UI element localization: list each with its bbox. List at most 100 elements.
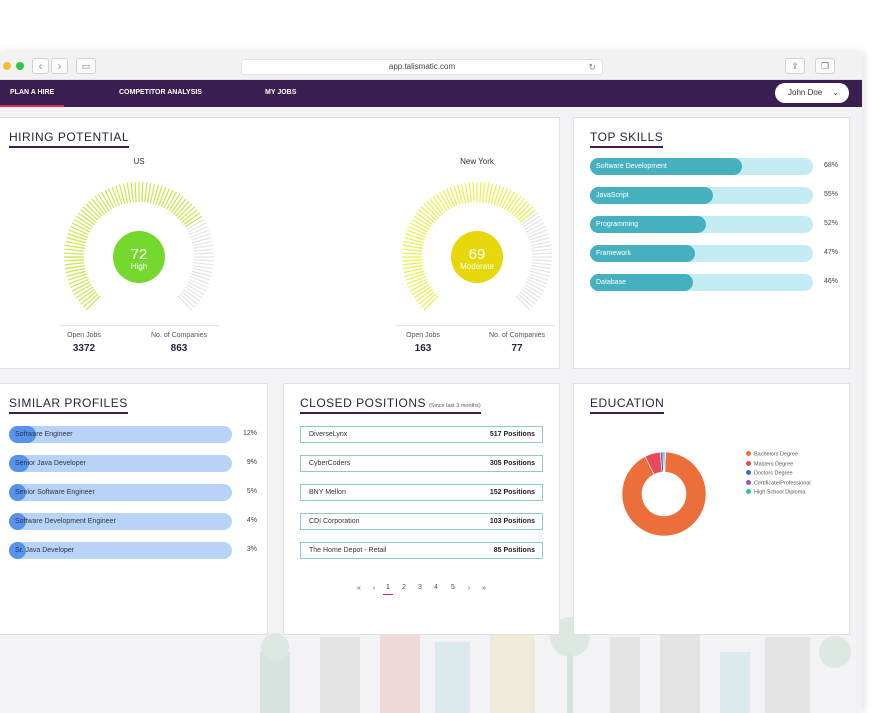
gauge-tick xyxy=(402,262,423,266)
browser-window: ‹ › ▭ app.talismatic.com ↻ ⇪ ❐ PLAN A HI… xyxy=(0,52,862,713)
page-first-button[interactable]: « xyxy=(357,585,361,592)
page-prev-button[interactable]: ‹ xyxy=(372,585,376,592)
page-4-button[interactable]: 4 xyxy=(434,584,438,591)
gauge-tick xyxy=(80,209,97,223)
gauge-tick xyxy=(65,267,86,274)
page-5-button[interactable]: 5 xyxy=(451,584,455,591)
position-count: 305 Positions xyxy=(489,460,535,467)
position-row[interactable]: The Home Depot - Retail 85 Positions xyxy=(300,542,543,559)
gauge-score: 69 xyxy=(469,246,486,263)
bar-label: Senior Software Engineer xyxy=(15,489,95,496)
gauge-tick xyxy=(85,295,101,311)
bar-track: Software Development xyxy=(590,158,813,175)
share-icon[interactable]: ⇪ xyxy=(785,58,805,74)
maximize-window-button[interactable] xyxy=(16,62,24,70)
gauge-tick xyxy=(479,182,482,203)
page-1-button[interactable]: 1 xyxy=(383,584,393,595)
gauge-tick xyxy=(80,291,97,305)
position-count: 517 Positions xyxy=(489,431,535,438)
gauge-tick xyxy=(71,222,91,233)
gauge-tick xyxy=(528,276,548,285)
bar-fill xyxy=(9,484,26,501)
gauge-tick xyxy=(411,218,430,231)
gauge-tick xyxy=(408,225,427,236)
gauge-tick xyxy=(531,252,552,255)
position-row[interactable]: CyberCoders 305 Positions xyxy=(300,455,543,472)
gauge-tick xyxy=(94,195,108,213)
gauge-tick xyxy=(179,206,196,221)
gauge-tick xyxy=(107,188,118,207)
url-bar[interactable]: app.talismatic.com ↻ xyxy=(241,59,603,75)
minimize-window-button[interactable] xyxy=(3,62,11,70)
gauge-level: High xyxy=(131,262,147,271)
gauge-tick xyxy=(402,252,423,255)
gauge-tick xyxy=(527,225,546,236)
gauge-tick xyxy=(70,225,89,236)
bar-percentage: 4% xyxy=(246,517,257,524)
gauge-tick xyxy=(525,281,545,292)
gauge-tick xyxy=(193,265,214,270)
gauge-tick xyxy=(472,182,475,203)
legend-item: Bachelors Degree xyxy=(746,451,798,458)
user-menu-button[interactable]: John Doe ⌄ xyxy=(775,83,849,103)
companies-value: 77 xyxy=(511,343,523,354)
page-3-button[interactable]: 3 xyxy=(418,584,422,591)
gauge-tick xyxy=(457,184,464,205)
bar-label: Software Development xyxy=(596,163,667,170)
gauge-tick xyxy=(485,182,490,203)
gauge-tick xyxy=(445,188,456,207)
open-jobs-label: Open Jobs xyxy=(406,332,440,339)
gauge-tick xyxy=(517,293,534,308)
gauge-tick xyxy=(519,209,536,223)
top-skills-title: TOP SKILLS xyxy=(590,130,664,148)
gauge-tick xyxy=(183,288,201,302)
gauge-tick xyxy=(529,233,549,241)
page-last-button[interactable]: » xyxy=(482,585,486,592)
nav-competitor-analysis[interactable]: COMPETITOR ANALYSIS xyxy=(119,89,202,96)
position-row[interactable]: BNY Mellon 152 Positions xyxy=(300,484,543,501)
similar-profiles-card: SIMILAR PROFILES Software Engineer 12% Sen… xyxy=(0,383,268,635)
gauge-tick xyxy=(64,265,85,270)
gauge-tick xyxy=(68,229,88,238)
gauge-tick xyxy=(460,183,467,204)
legend-dot xyxy=(746,470,751,475)
gauge-tick xyxy=(184,215,203,228)
gauge-tick xyxy=(64,252,85,255)
gauge-tick xyxy=(432,195,446,213)
gauge-tick xyxy=(408,278,427,289)
legend-dot xyxy=(746,460,751,466)
page-next-button[interactable]: › xyxy=(467,585,471,592)
reload-icon[interactable]: ↻ xyxy=(588,62,596,72)
gauge-tick xyxy=(67,273,87,281)
gauge-center xyxy=(451,231,503,283)
gauge-tick xyxy=(529,270,550,277)
tabs-icon[interactable]: ❐ xyxy=(815,58,835,74)
gauge-tick xyxy=(75,286,94,299)
nav-my-jobs[interactable]: MY JOBS xyxy=(265,89,297,96)
legend-label: Bachelors Degree xyxy=(754,451,799,458)
gauge-tick xyxy=(402,248,423,252)
bar-percentage: 3% xyxy=(246,546,257,553)
gauge-tick xyxy=(147,182,152,203)
legend-dot xyxy=(746,479,751,485)
gauge-tick xyxy=(149,183,156,204)
gauge-tick xyxy=(525,222,545,233)
bar-fill xyxy=(590,187,713,204)
gauge-tick xyxy=(64,259,85,262)
legend-item: Masters Degree xyxy=(746,460,793,467)
gauge-tick xyxy=(404,270,425,277)
gauge-tick xyxy=(152,184,159,205)
gauge-tick xyxy=(64,262,85,266)
back-icon[interactable]: ‹ xyxy=(32,58,49,74)
sidebar-icon[interactable]: ▭ xyxy=(76,58,96,74)
gauge-center xyxy=(113,231,165,283)
page-2-button[interactable]: 2 xyxy=(402,584,406,591)
forward-icon[interactable]: › xyxy=(51,58,68,74)
gauge-tick xyxy=(531,265,552,270)
position-row[interactable]: DiverseLynx 517 Positions xyxy=(300,426,543,443)
url-text: app.talismatic.com xyxy=(388,62,456,71)
gauge-tick xyxy=(77,288,95,302)
position-row[interactable]: CDI Corporation 103 Positions xyxy=(300,513,543,530)
nav-plan-a-hire[interactable]: PLAN A HIRE xyxy=(0,80,65,107)
gauge-tick xyxy=(496,186,505,206)
